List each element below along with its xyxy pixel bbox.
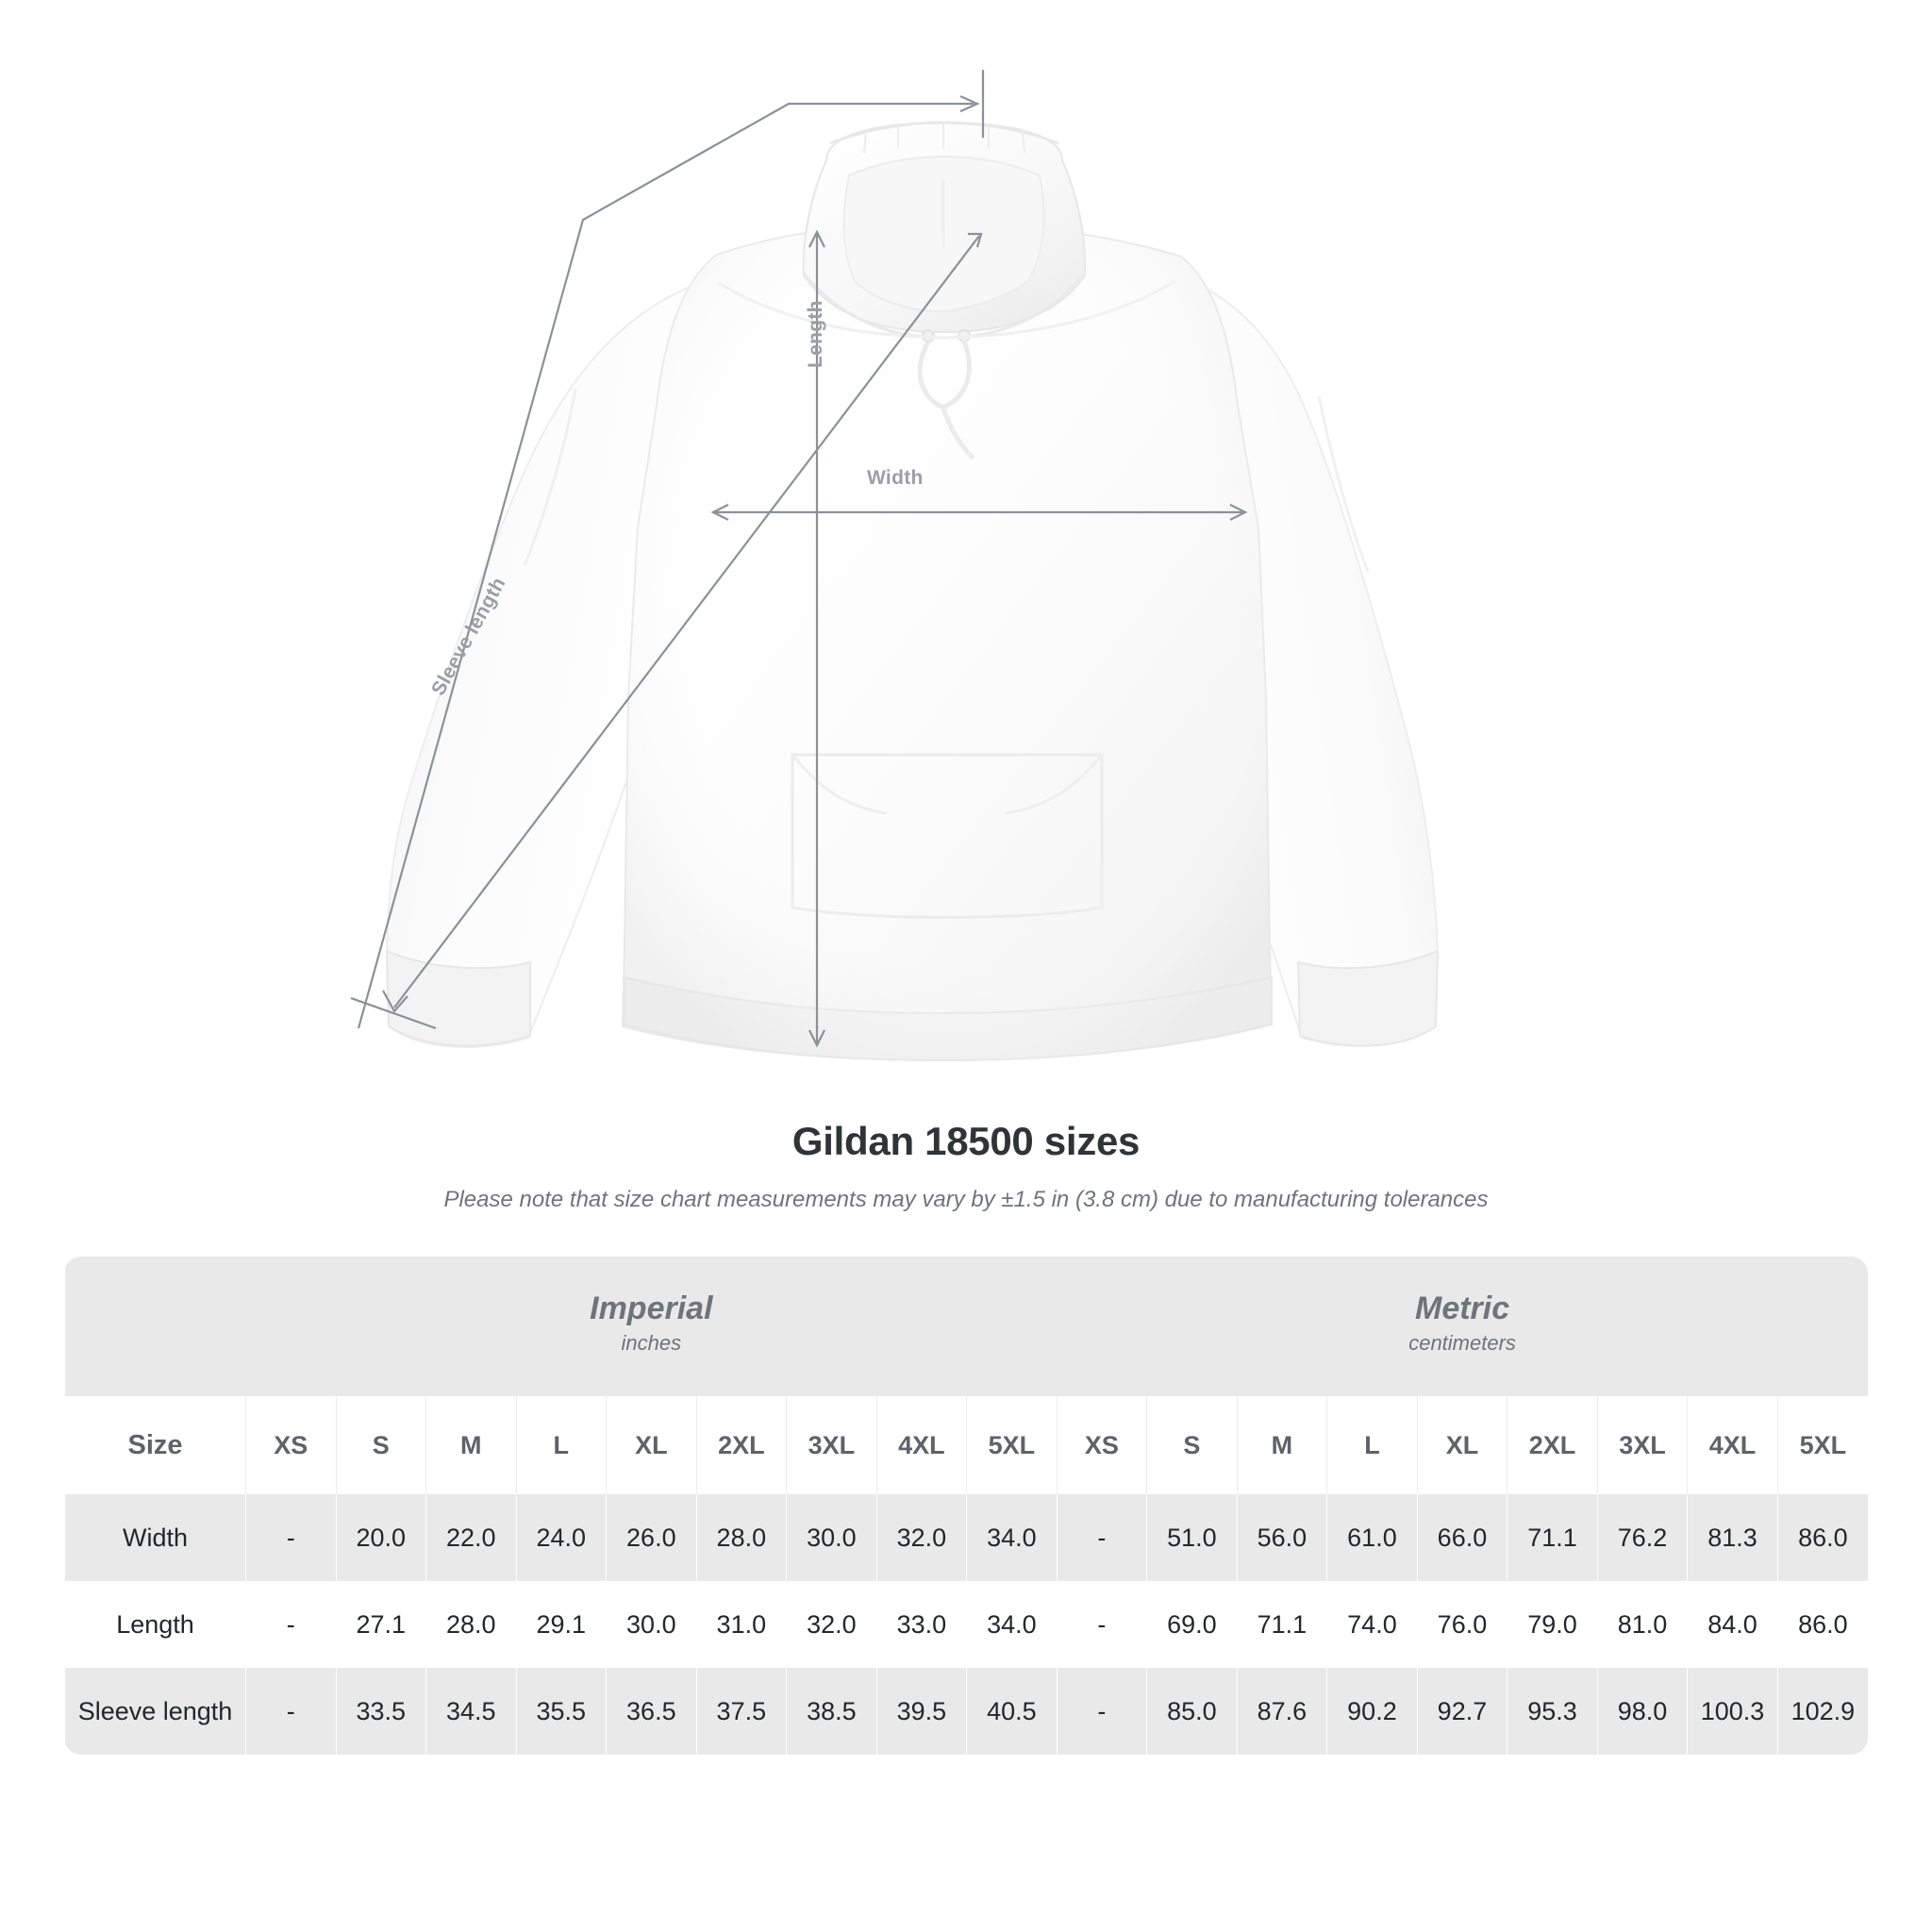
cell-metric-length-xl: 76.0 bbox=[1416, 1581, 1507, 1668]
column-header-imperial-2xl: 2XL bbox=[695, 1396, 787, 1494]
column-header-size: Size bbox=[64, 1396, 246, 1494]
size-chart-table: Imperial inches Metric centimeters Size XS S M L… bbox=[64, 1257, 1868, 1755]
table-row: Length -27.1 28.0 29.1 30.0 31.0 32.0 33.0 34.0-… bbox=[64, 1581, 1868, 1668]
cell-metric-sleeve-length-s: 85.0 bbox=[1146, 1668, 1238, 1755]
column-header-imperial-l: L bbox=[515, 1396, 607, 1494]
unit-group-name: Imperial bbox=[590, 1290, 713, 1326]
unit-group-subtitle: inches bbox=[621, 1331, 682, 1356]
hoodie-illustration bbox=[350, 70, 1440, 1062]
cell-imperial-width-s: 20.0 bbox=[335, 1494, 426, 1581]
cell-imperial-length-4xl: 33.0 bbox=[875, 1581, 967, 1668]
table-row: Width -20.0 22.0 24.0 26.0 28.0 30.0 32.0 34.0-5… bbox=[64, 1494, 1868, 1581]
cell-metric-width-xs: - bbox=[1056, 1494, 1147, 1581]
cell-imperial-length-xs: - bbox=[245, 1581, 337, 1668]
cell-metric-width-3xl: 76.2 bbox=[1596, 1494, 1688, 1581]
column-header-metric-3xl: 3XL bbox=[1596, 1396, 1688, 1494]
cell-imperial-sleeve-length-xs: - bbox=[245, 1668, 337, 1755]
cell-imperial-width-xl: 26.0 bbox=[606, 1494, 697, 1581]
cell-metric-sleeve-length-xs: - bbox=[1056, 1668, 1147, 1755]
unit-group-row: Imperial inches Metric centimeters bbox=[64, 1257, 1868, 1396]
cell-imperial-length-5xl: 34.0 bbox=[966, 1581, 1058, 1668]
table-row: Sleeve length -33.5 34.5 35.5 36.5 37.5 38.5 39… bbox=[64, 1668, 1868, 1755]
column-header-metric-s: S bbox=[1146, 1396, 1238, 1494]
cell-metric-sleeve-length-l: 90.2 bbox=[1326, 1668, 1418, 1755]
dimension-lines bbox=[350, 70, 1248, 1048]
cell-imperial-length-3xl: 32.0 bbox=[786, 1581, 877, 1668]
cell-metric-sleeve-length-4xl: 100.3 bbox=[1687, 1668, 1778, 1755]
cell-imperial-sleeve-length-s: 33.5 bbox=[335, 1668, 426, 1755]
unit-group-name: Metric bbox=[1415, 1290, 1510, 1326]
column-header-metric-xs: XS bbox=[1056, 1396, 1147, 1494]
unit-group-subtitle: centimeters bbox=[1408, 1331, 1516, 1356]
column-header-imperial-xl: XL bbox=[606, 1396, 697, 1494]
cell-metric-width-m: 56.0 bbox=[1236, 1494, 1327, 1581]
cell-metric-sleeve-length-5xl: 102.9 bbox=[1776, 1668, 1868, 1755]
column-header-imperial-xs: XS bbox=[245, 1396, 337, 1494]
cell-metric-length-xs: - bbox=[1056, 1581, 1147, 1668]
column-header-imperial-3xl: 3XL bbox=[786, 1396, 877, 1494]
column-header-metric-l: L bbox=[1326, 1396, 1418, 1494]
cell-imperial-length-m: 28.0 bbox=[425, 1581, 517, 1668]
cell-imperial-sleeve-length-2xl: 37.5 bbox=[695, 1668, 787, 1755]
dimension-label-length: Length bbox=[805, 300, 826, 368]
column-header-imperial-m: M bbox=[425, 1396, 517, 1494]
column-header-metric-2xl: 2XL bbox=[1507, 1396, 1598, 1494]
column-header-imperial-5xl: 5XL bbox=[966, 1396, 1058, 1494]
cell-metric-sleeve-length-xl: 92.7 bbox=[1416, 1668, 1507, 1755]
cell-imperial-length-2xl: 31.0 bbox=[695, 1581, 787, 1668]
cell-imperial-width-xs: - bbox=[245, 1494, 337, 1581]
cell-imperial-width-3xl: 30.0 bbox=[786, 1494, 877, 1581]
row-header-sleeve-length: Sleeve length bbox=[64, 1668, 246, 1755]
cell-imperial-width-5xl: 34.0 bbox=[966, 1494, 1058, 1581]
hoodie-body bbox=[385, 121, 1440, 1062]
row-header-length: Length bbox=[64, 1581, 246, 1668]
cell-imperial-sleeve-length-5xl: 40.5 bbox=[966, 1668, 1058, 1755]
column-header-metric-xl: XL bbox=[1416, 1396, 1507, 1494]
tolerance-note: Please note that size chart measurements… bbox=[443, 1187, 1489, 1212]
unit-row-spacer bbox=[64, 1257, 246, 1396]
cell-metric-length-3xl: 81.0 bbox=[1596, 1581, 1688, 1668]
dimension-label-width: Width bbox=[867, 467, 924, 489]
cell-imperial-sleeve-length-xl: 36.5 bbox=[606, 1668, 697, 1755]
cell-imperial-length-s: 27.1 bbox=[335, 1581, 426, 1668]
cell-imperial-sleeve-length-l: 35.5 bbox=[515, 1668, 607, 1755]
unit-group-imperial: Imperial inches bbox=[245, 1257, 1058, 1396]
cell-imperial-width-2xl: 28.0 bbox=[695, 1494, 787, 1581]
cell-metric-length-l: 74.0 bbox=[1326, 1581, 1418, 1668]
cell-metric-length-s: 69.0 bbox=[1146, 1581, 1238, 1668]
column-header-imperial-4xl: 4XL bbox=[875, 1396, 967, 1494]
cell-metric-width-xl: 66.0 bbox=[1416, 1494, 1507, 1581]
cell-metric-width-s: 51.0 bbox=[1146, 1494, 1238, 1581]
cell-metric-length-m: 71.1 bbox=[1236, 1581, 1327, 1668]
page-title: Gildan 18500 sizes bbox=[791, 1119, 1141, 1163]
cell-metric-width-5xl: 86.0 bbox=[1776, 1494, 1868, 1581]
cell-metric-width-4xl: 81.3 bbox=[1687, 1494, 1778, 1581]
cell-imperial-width-m: 22.0 bbox=[425, 1494, 517, 1581]
cell-imperial-sleeve-length-3xl: 38.5 bbox=[786, 1668, 877, 1755]
cell-metric-length-2xl: 79.0 bbox=[1507, 1581, 1598, 1668]
cell-metric-length-4xl: 84.0 bbox=[1687, 1581, 1778, 1668]
column-header-metric-4xl: 4XL bbox=[1687, 1396, 1778, 1494]
cell-imperial-length-l: 29.1 bbox=[515, 1581, 607, 1668]
unit-group-metric: Metric centimeters bbox=[1057, 1257, 1868, 1396]
cell-metric-sleeve-length-m: 87.6 bbox=[1236, 1668, 1327, 1755]
cell-metric-width-l: 61.0 bbox=[1326, 1494, 1418, 1581]
chart-heading: Gildan 18500 sizes Please note that size… bbox=[0, 1113, 1932, 1213]
size-chart-table-wrapper: Imperial inches Metric centimeters Size XS S M L… bbox=[64, 1257, 1868, 1755]
cell-metric-sleeve-length-3xl: 98.0 bbox=[1596, 1668, 1688, 1755]
cell-imperial-sleeve-length-m: 34.5 bbox=[425, 1668, 517, 1755]
cell-imperial-length-xl: 30.0 bbox=[606, 1581, 697, 1668]
table-header-row: Size XS S M L XL 2XL 3XL 4XL 5XL XS S M L XL 2XL 3XL 4XL 5… bbox=[64, 1396, 1868, 1494]
column-header-metric-m: M bbox=[1236, 1396, 1327, 1494]
cell-metric-length-5xl: 86.0 bbox=[1776, 1581, 1868, 1668]
column-header-imperial-s: S bbox=[335, 1396, 426, 1494]
row-header-width: Width bbox=[64, 1494, 246, 1581]
cell-imperial-width-4xl: 32.0 bbox=[875, 1494, 967, 1581]
cell-imperial-width-l: 24.0 bbox=[515, 1494, 607, 1581]
cell-imperial-sleeve-length-4xl: 39.5 bbox=[875, 1668, 967, 1755]
garment-diagram: Length Width Sleeve length bbox=[350, 70, 1440, 1062]
cell-metric-width-2xl: 71.1 bbox=[1507, 1494, 1598, 1581]
column-header-metric-5xl: 5XL bbox=[1776, 1396, 1868, 1494]
cell-metric-sleeve-length-2xl: 95.3 bbox=[1507, 1668, 1598, 1755]
